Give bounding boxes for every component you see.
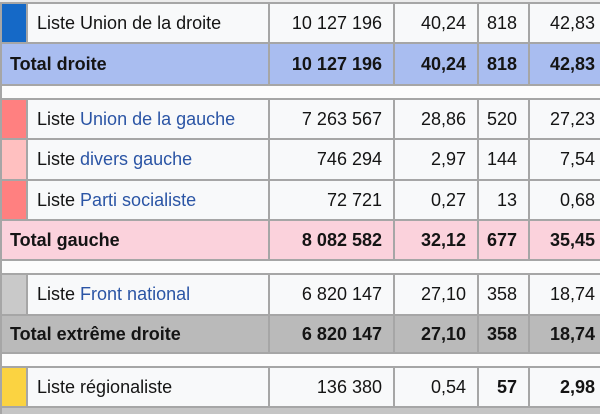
pct-seats-cell: 2,98 [528, 366, 600, 408]
party-row: Liste Union de la droite 10 127 196 40,24 8… [0, 2, 600, 44]
seats-cell: 677 [477, 219, 530, 261]
party-link[interactable]: Parti socialiste [80, 189, 197, 210]
parti-socialiste-color-swatch [0, 179, 28, 221]
section-separator [0, 259, 600, 275]
seats-cell: 818 [477, 42, 530, 86]
seats-cell: 358 [477, 314, 530, 354]
party-row: Liste régionaliste 136 380 0,54 57 2,98 [0, 366, 600, 408]
section-separator-row [0, 84, 600, 100]
votes-cell: 72 721 [268, 179, 395, 221]
seats-cell: 144 [477, 138, 530, 181]
liste-prefix-text: Liste [37, 189, 76, 210]
liste-prefix-text: Liste [37, 12, 76, 33]
union-droite-color-swatch [0, 2, 28, 44]
party-row: Liste Union de la gauche 7 263 567 28,86 52… [0, 98, 600, 140]
pct-votes-cell: 32,12 [393, 219, 479, 261]
votes-cell: 10 127 196 [268, 42, 395, 86]
pct-seats-cell: 42,83 [528, 42, 600, 86]
table-top-edge [0, 0, 600, 2]
party-label: Liste divers gauche [26, 138, 270, 181]
pct-seats-cell: 18,74 [528, 273, 600, 316]
divers-gauche-color-swatch [0, 138, 28, 181]
pct-votes-cell: 28,86 [393, 98, 479, 140]
party-link[interactable]: Union de la gauche [80, 108, 236, 129]
cropped-next-row-cell [0, 406, 600, 414]
party-name: Union de la droite [80, 12, 222, 33]
votes-cell: 136 380 [268, 366, 395, 408]
party-label: Liste Union de la gauche [26, 98, 270, 140]
party-row: Liste Parti socialiste 72 721 0,27 13 0,68 [0, 179, 600, 221]
votes-cell: 10 127 196 [268, 2, 395, 44]
total-label: Total droite [0, 42, 270, 86]
votes-cell: 7 263 567 [268, 98, 395, 140]
regionaliste-color-swatch [0, 366, 28, 408]
pct-votes-cell: 2,97 [393, 138, 479, 181]
seats-cell: 13 [477, 179, 530, 221]
seats-cell: 57 [477, 366, 530, 408]
total-label: Total gauche [0, 219, 270, 261]
party-label: Liste Union de la droite [26, 2, 270, 44]
seats-cell: 818 [477, 2, 530, 44]
pct-seats-cell: 35,45 [528, 219, 600, 261]
party-label: Liste Front national [26, 273, 270, 316]
liste-prefix-text: Liste [37, 149, 76, 169]
pct-seats-cell: 0,68 [528, 179, 600, 221]
party-link[interactable]: divers gauche [80, 149, 193, 169]
liste-prefix-text: Liste [37, 284, 76, 304]
pct-votes-cell: 27,10 [393, 273, 479, 316]
liste-prefix-text: Liste [37, 376, 76, 397]
party-link[interactable]: Front national [80, 284, 191, 304]
front-national-color-swatch [0, 273, 28, 316]
party-label: Liste Parti socialiste [26, 179, 270, 221]
pct-votes-cell: 0,27 [393, 179, 479, 221]
pct-seats-cell: 7,54 [528, 138, 600, 181]
section-separator [0, 84, 600, 100]
votes-cell: 8 082 582 [268, 219, 395, 261]
section-separator [0, 352, 600, 368]
total-label: Total extrême droite [0, 314, 270, 354]
union-gauche-color-swatch [0, 98, 28, 140]
total-row: Total gauche 8 082 582 32,12 677 35,45 [0, 219, 600, 261]
seats-cell: 520 [477, 98, 530, 140]
party-name: régionaliste [80, 376, 173, 397]
cropped-next-row-edge [0, 406, 600, 414]
section-separator-row [0, 259, 600, 275]
votes-cell: 6 820 147 [268, 273, 395, 316]
total-row: Total extrême droite 6 820 147 27,10 358 18,… [0, 314, 600, 354]
liste-prefix-text: Liste [37, 108, 76, 129]
party-row: Liste divers gauche 746 294 2,97 144 7,54 [0, 138, 600, 181]
votes-cell: 6 820 147 [268, 314, 395, 354]
seats-cell: 358 [477, 273, 530, 316]
total-row: Total droite 10 127 196 40,24 818 42,83 [0, 42, 600, 86]
pct-seats-cell: 27,23 [528, 98, 600, 140]
pct-seats-cell: 18,74 [528, 314, 600, 354]
votes-cell: 746 294 [268, 138, 395, 181]
party-row: Liste Front national 6 820 147 27,10 358 18,… [0, 273, 600, 316]
section-separator-row [0, 352, 600, 368]
pct-votes-cell: 40,24 [393, 42, 479, 86]
pct-votes-cell: 27,10 [393, 314, 479, 354]
pct-votes-cell: 40,24 [393, 2, 479, 44]
pct-seats-cell: 42,83 [528, 2, 600, 44]
pct-votes-cell: 0,54 [393, 366, 479, 408]
party-label: Liste régionaliste [26, 366, 270, 408]
